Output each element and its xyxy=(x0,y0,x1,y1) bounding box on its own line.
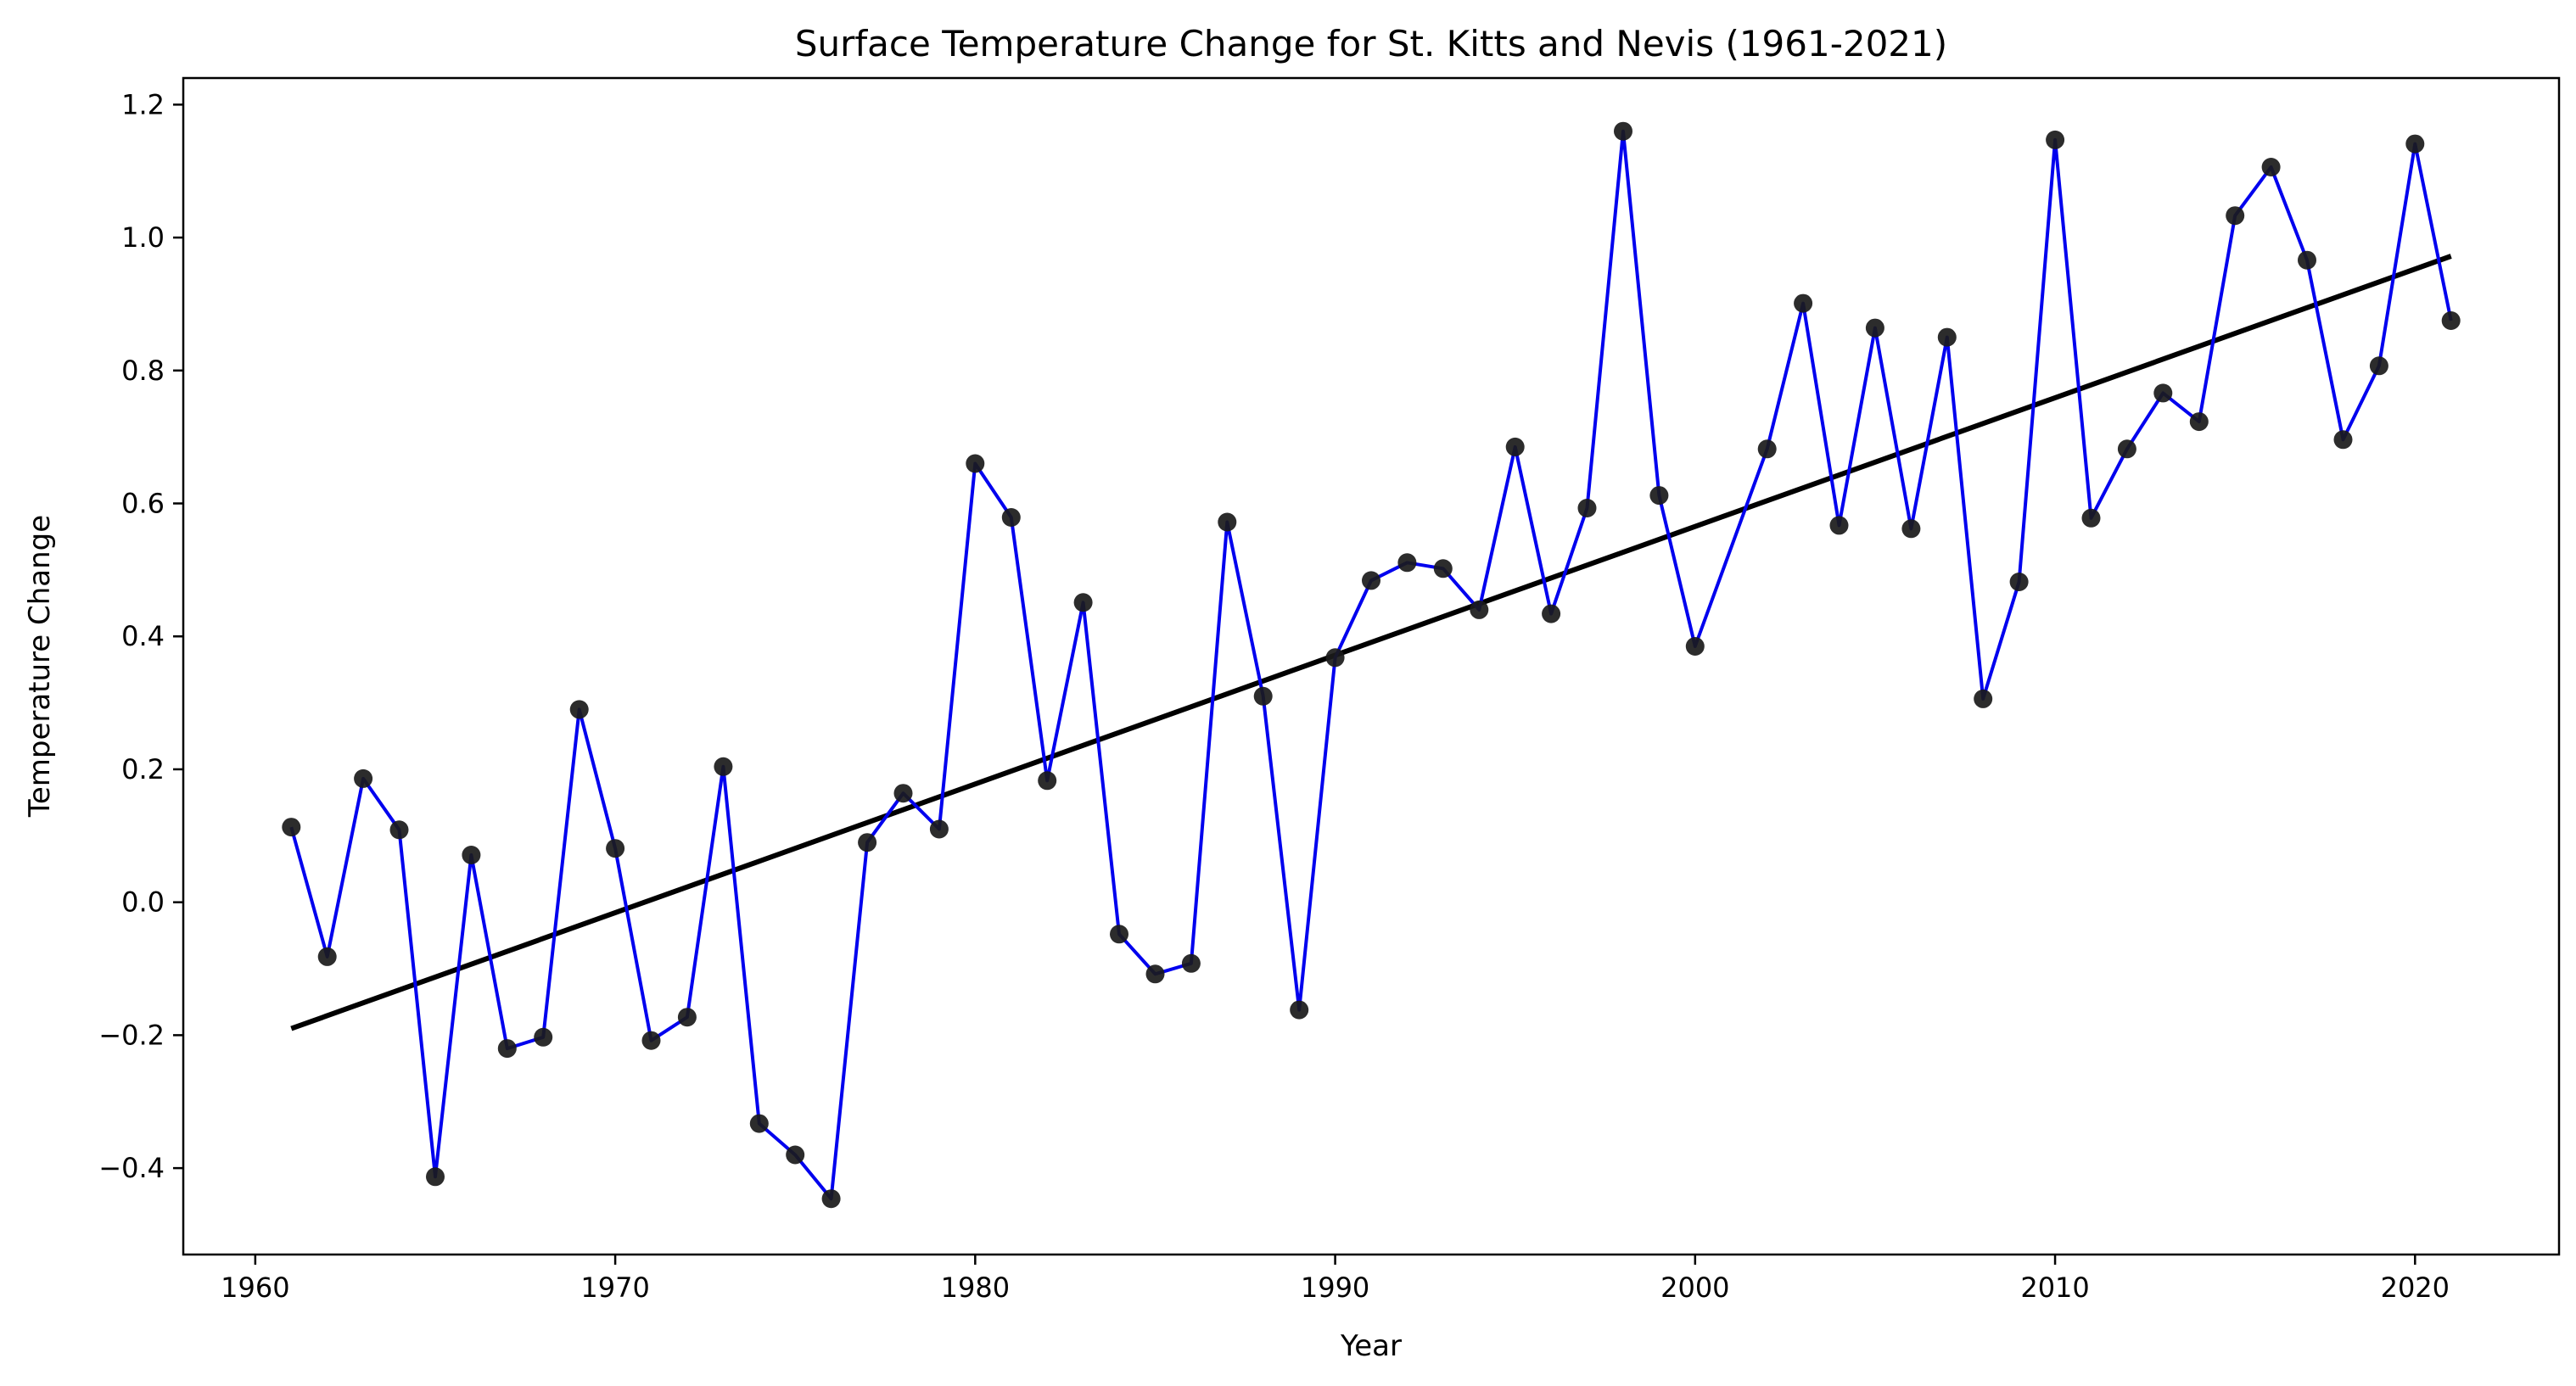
data-point xyxy=(2117,439,2136,459)
data-point xyxy=(1145,964,1165,984)
plot-area xyxy=(282,121,2461,1209)
plot-frame xyxy=(182,76,2561,1256)
data-point xyxy=(749,1114,769,1133)
data-point xyxy=(714,757,733,776)
x-tick-label: 2000 xyxy=(1660,1271,1729,1304)
data-point xyxy=(1362,571,1380,590)
data-point xyxy=(2081,508,2101,528)
data-point xyxy=(1614,121,1632,141)
data-point xyxy=(1829,516,1849,535)
data-point xyxy=(1038,771,1057,791)
data-point xyxy=(2405,134,2425,154)
data-point xyxy=(1433,559,1453,578)
data-point xyxy=(677,1008,697,1027)
series-line xyxy=(289,129,2453,1201)
data-point xyxy=(1937,327,1957,347)
data-point xyxy=(2226,206,2245,226)
data-point xyxy=(1470,600,1489,619)
data-point xyxy=(858,833,877,852)
x-tick-label: 1990 xyxy=(1301,1271,1369,1304)
data-point xyxy=(2441,311,2461,330)
x-tick-label: 1980 xyxy=(941,1271,1010,1304)
trend-line xyxy=(290,254,2452,1031)
chart-title: Surface Temperature Change for St. Kitts… xyxy=(795,23,1947,64)
x-tick-label: 2010 xyxy=(2020,1271,2089,1304)
data-point xyxy=(1757,439,1777,459)
data-point xyxy=(426,1167,445,1187)
data-point xyxy=(641,1031,661,1050)
data-point xyxy=(1218,512,1237,532)
data-point xyxy=(354,768,373,788)
data-point xyxy=(966,454,985,473)
y-tick-label: 0.0 xyxy=(121,886,165,919)
data-point xyxy=(1865,318,1884,338)
y-axis-label: Temperature Change xyxy=(23,515,57,818)
data-point xyxy=(2298,250,2316,270)
y-tick-label: 1.0 xyxy=(121,221,165,254)
data-point xyxy=(1181,953,1201,973)
data-point xyxy=(1685,637,1705,656)
data-point xyxy=(1073,593,1093,612)
data-point xyxy=(2046,130,2065,149)
y-tick-label: 0.6 xyxy=(121,488,165,520)
data-point xyxy=(821,1189,841,1209)
data-point xyxy=(1397,553,1417,573)
data-point xyxy=(317,947,337,966)
x-tick-label: 1960 xyxy=(221,1271,289,1304)
data-point xyxy=(497,1039,517,1059)
data-point xyxy=(2261,158,2281,176)
data-point xyxy=(282,818,301,837)
data-point xyxy=(1649,486,1669,506)
y-tick-label: −0.4 xyxy=(98,1152,165,1184)
data-point xyxy=(1901,519,1921,539)
y-tick-label: 0.8 xyxy=(121,355,165,387)
data-point xyxy=(2369,356,2388,376)
data-point xyxy=(2009,573,2029,591)
x-tick-label: 2020 xyxy=(2381,1271,2450,1304)
data-point xyxy=(1505,437,1525,456)
y-tick-label: −0.2 xyxy=(98,1019,165,1051)
x-axis: 1960 1970 1980 1990 2000 2010 2020 xyxy=(221,1255,2450,1304)
y-tick-label: 0.4 xyxy=(121,620,165,652)
data-point xyxy=(1253,686,1273,706)
data-point xyxy=(2333,430,2353,450)
data-point xyxy=(786,1145,805,1165)
data-point xyxy=(2189,412,2209,432)
y-tick-label: 0.2 xyxy=(121,753,165,785)
data-point xyxy=(1325,648,1345,668)
data-point xyxy=(929,819,949,839)
data-point xyxy=(534,1027,553,1047)
data-point xyxy=(1974,689,1993,708)
data-point xyxy=(1542,604,1561,623)
data-point xyxy=(1577,499,1597,517)
x-axis-label: Year xyxy=(1340,1329,1402,1363)
y-axis: −0.4 −0.2 0.0 0.2 0.4 0.6 0.8 1.0 1.2 xyxy=(98,88,183,1184)
data-point xyxy=(1001,508,1021,527)
data-point xyxy=(462,846,481,864)
data-point xyxy=(389,820,409,840)
data-point xyxy=(2153,383,2173,403)
data-point xyxy=(1110,925,1128,944)
data-point xyxy=(606,839,625,858)
data-point xyxy=(1794,293,1813,313)
x-tick-label: 1970 xyxy=(580,1271,649,1304)
y-tick-label: 1.2 xyxy=(121,88,165,120)
data-point xyxy=(569,700,589,719)
data-point xyxy=(893,784,913,803)
data-point xyxy=(1290,1000,1309,1020)
